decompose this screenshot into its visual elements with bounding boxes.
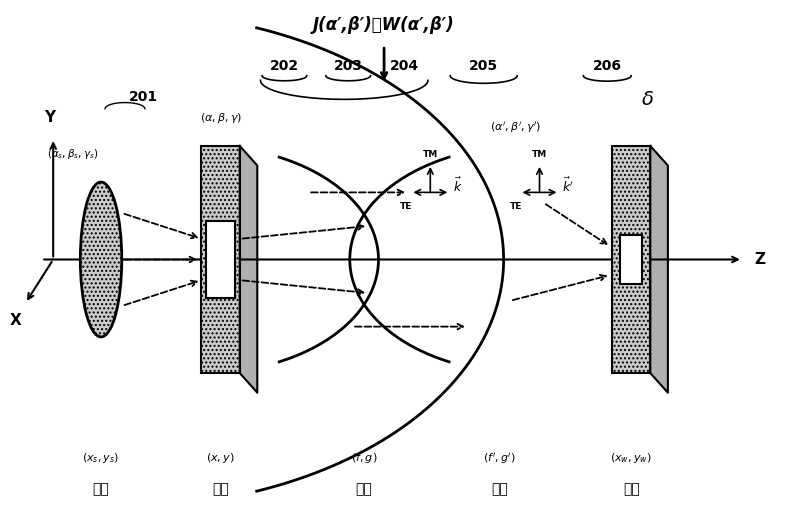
Text: 204: 204: [390, 59, 418, 73]
Text: $(\alpha',\beta',\gamma')$: $(\alpha',\beta',\gamma')$: [490, 120, 542, 135]
Bar: [620, 235, 642, 284]
Text: $(x_s,y_s)$: $(x_s,y_s)$: [82, 451, 120, 465]
Bar: [206, 221, 235, 298]
Text: TM: TM: [422, 150, 438, 159]
Text: TE: TE: [400, 202, 413, 211]
Text: 202: 202: [270, 59, 299, 73]
Text: J(α′,β′)和W(α′,β′): J(α′,β′)和W(α′,β′): [313, 16, 455, 34]
Text: $(\alpha_s,\beta_s,\gamma_s)$: $(\alpha_s,\beta_s,\gamma_s)$: [47, 147, 99, 161]
Text: $(f',g')$: $(f',g')$: [483, 450, 516, 466]
Text: 光源: 光源: [93, 482, 110, 496]
Text: TE: TE: [510, 202, 522, 211]
Text: $\delta$: $\delta$: [641, 90, 654, 109]
Text: 出瞳: 出瞳: [491, 482, 508, 496]
Text: 203: 203: [334, 59, 362, 73]
Bar: [612, 146, 650, 373]
Text: $(\alpha,\beta,\gamma)$: $(\alpha,\beta,\gamma)$: [199, 111, 242, 125]
Text: $(x_w,y_w)$: $(x_w,y_w)$: [610, 451, 652, 465]
Text: $(x,y)$: $(x,y)$: [206, 451, 235, 465]
Text: 206: 206: [593, 59, 622, 73]
Text: X: X: [10, 312, 22, 327]
Text: $(f,g)$: $(f,g)$: [351, 451, 378, 465]
Text: $\vec{k}$: $\vec{k}$: [453, 177, 462, 195]
Polygon shape: [240, 146, 258, 393]
Text: Z: Z: [754, 252, 766, 267]
Text: TM: TM: [532, 150, 547, 159]
Bar: [202, 146, 240, 373]
Polygon shape: [650, 146, 668, 393]
Text: $\vec{k}'$: $\vec{k}'$: [562, 177, 574, 195]
Ellipse shape: [80, 182, 122, 337]
Text: 205: 205: [469, 59, 498, 73]
Text: 201: 201: [129, 90, 158, 104]
Text: 晶片: 晶片: [623, 482, 639, 496]
Text: Y: Y: [44, 110, 54, 125]
Text: 掩膜: 掩膜: [212, 482, 229, 496]
Text: 入瞳: 入瞳: [356, 482, 373, 496]
